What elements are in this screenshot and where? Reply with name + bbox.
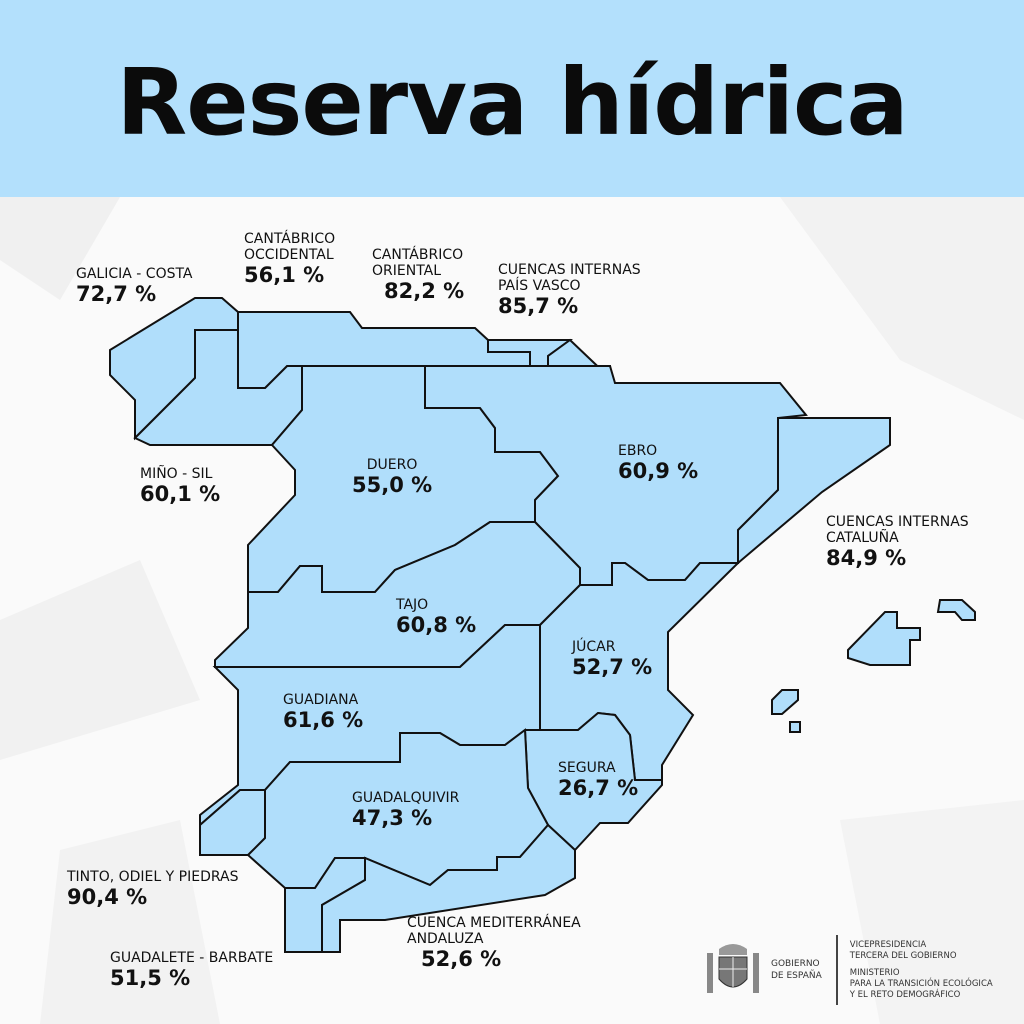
ministry-text: VICEPRESIDENCIA TERCERA DEL GOBIERNO MIN…: [849, 939, 993, 1000]
label-segura: SEGURA 26,7 %: [558, 760, 639, 801]
label-mediterranea-andaluza: CUENCA MEDITERRÁNEA ANDALUZA 52,6 %: [407, 915, 581, 972]
label-cantabrico-occidental: CANTÁBRICO OCCIDENTAL 56,1 %: [244, 231, 336, 288]
island-menorca[interactable]: [936, 599, 976, 621]
label-galicia-costa: GALICIA - COSTA 72,7 %: [76, 266, 193, 307]
region-mediterranea-andaluza[interactable]: [321, 823, 576, 953]
label-jucar: JÚCAR 52,7 %: [572, 639, 653, 680]
gobierno-text: GOBIERNO DE ESPAÑA: [771, 959, 822, 981]
island-ibiza[interactable]: [771, 689, 799, 715]
region-tinto-odiel[interactable]: [199, 789, 266, 856]
page-title: Reserva hídrica: [116, 49, 908, 156]
label-pais-vasco: CUENCAS INTERNAS PAÍS VASCO 85,7 %: [498, 262, 641, 319]
coat-of-arms-icon: [707, 944, 759, 993]
divider: [835, 935, 838, 1005]
label-cantabrico-oriental: CANTÁBRICO ORIENTAL 82,2 %: [372, 247, 465, 304]
label-guadalquivir: GUADALQUIVIR 47,3 %: [352, 790, 460, 831]
label-tinto-odiel: TINTO, ODIEL Y PIEDRAS 90,4 %: [67, 869, 239, 910]
label-guadalete-barbate: GUADALETE - BARBATE 51,5 %: [110, 950, 274, 991]
label-guadiana: GUADIANA 61,6 %: [283, 692, 364, 733]
government-logo: GOBIERNO DE ESPAÑA VICEPRESIDENCIA TERCE…: [705, 935, 993, 1005]
label-cataluna: CUENCAS INTERNAS CATALUÑA 84,9 %: [826, 514, 969, 571]
region-cataluna[interactable]: [737, 417, 891, 566]
label-duero: DUERO 55,0 %: [352, 457, 433, 498]
island-formentera[interactable]: [789, 721, 801, 733]
island-mallorca[interactable]: [847, 611, 921, 666]
header-banner: Reserva hídrica: [0, 0, 1024, 197]
label-tajo: TAJO 60,8 %: [396, 597, 477, 638]
label-mino-sil: MIÑO - SIL 60,1 %: [140, 466, 221, 507]
label-ebro: EBRO 60,9 %: [618, 443, 699, 484]
